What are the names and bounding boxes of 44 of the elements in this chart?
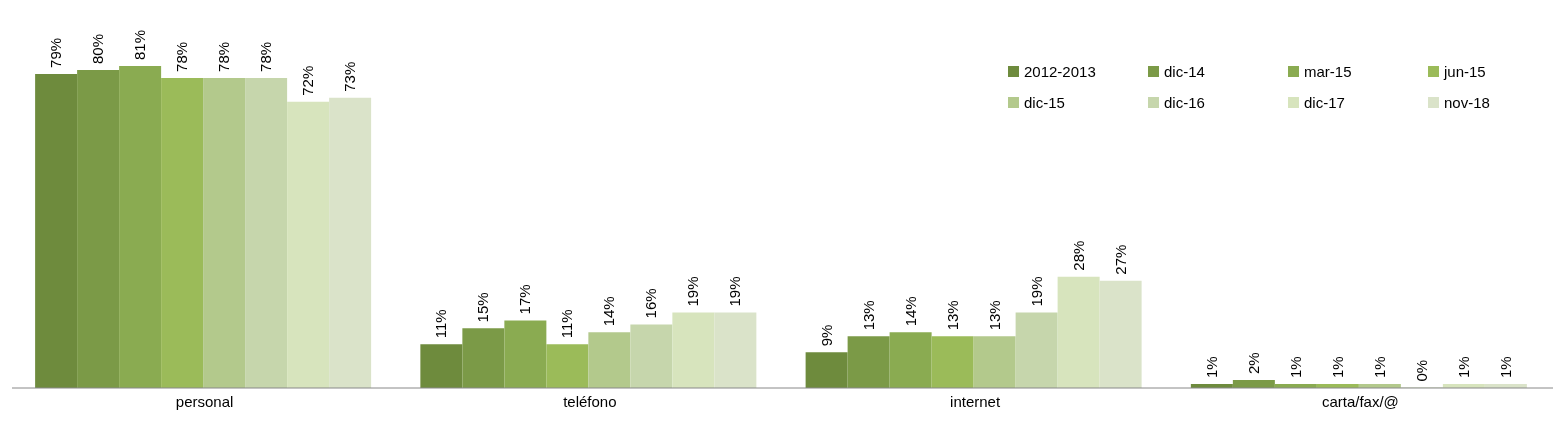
data-label: 13% bbox=[985, 300, 1003, 331]
data-label: 80% bbox=[89, 33, 107, 64]
data-label: 9% bbox=[817, 324, 835, 347]
data-label: 79% bbox=[47, 37, 65, 68]
data-label: 78% bbox=[257, 41, 275, 72]
data-label: 27% bbox=[1111, 244, 1129, 275]
legend-label: dic-15 bbox=[1024, 94, 1065, 111]
legend-label: jun-15 bbox=[1444, 63, 1486, 80]
data-label: 1% bbox=[1286, 356, 1304, 379]
data-label: 13% bbox=[859, 300, 877, 331]
legend-label: dic-14 bbox=[1164, 63, 1205, 80]
data-label: 81% bbox=[131, 29, 149, 60]
data-label: 1% bbox=[1202, 356, 1220, 379]
data-label: 1% bbox=[1370, 356, 1388, 379]
data-label: 2% bbox=[1244, 352, 1262, 375]
data-label: 19% bbox=[1027, 276, 1045, 307]
legend-label: mar-15 bbox=[1304, 63, 1352, 80]
legend-label: 2012-2013 bbox=[1024, 63, 1096, 80]
data-label: 19% bbox=[726, 276, 744, 307]
legend-label: dic-16 bbox=[1164, 94, 1205, 111]
data-label: 19% bbox=[684, 276, 702, 307]
data-label: 0% bbox=[1412, 359, 1430, 382]
data-label: 13% bbox=[943, 300, 961, 331]
x-tick-label: teléfono bbox=[563, 392, 617, 410]
data-label: 1% bbox=[1328, 356, 1346, 379]
data-label: 14% bbox=[901, 296, 919, 327]
data-label: 14% bbox=[600, 296, 618, 327]
legend-label: nov-18 bbox=[1444, 94, 1490, 111]
data-label: 1% bbox=[1454, 356, 1472, 379]
data-label: 72% bbox=[299, 65, 317, 96]
data-label: 73% bbox=[341, 61, 359, 92]
x-tick-label: personal bbox=[175, 392, 234, 410]
data-label: 17% bbox=[516, 284, 534, 315]
data-label: 1% bbox=[1496, 356, 1514, 379]
data-label: 28% bbox=[1069, 240, 1087, 271]
x-tick-label: carta/fax/@ bbox=[1321, 392, 1399, 410]
legend-label: dic-17 bbox=[1304, 94, 1345, 111]
data-label: 16% bbox=[642, 288, 660, 319]
data-label: 78% bbox=[215, 41, 233, 72]
x-tick-label: internet bbox=[950, 392, 1001, 410]
data-label: 11% bbox=[432, 309, 450, 339]
data-label: 15% bbox=[474, 292, 492, 323]
data-label: 78% bbox=[173, 41, 191, 72]
data-label: 11% bbox=[558, 309, 576, 339]
